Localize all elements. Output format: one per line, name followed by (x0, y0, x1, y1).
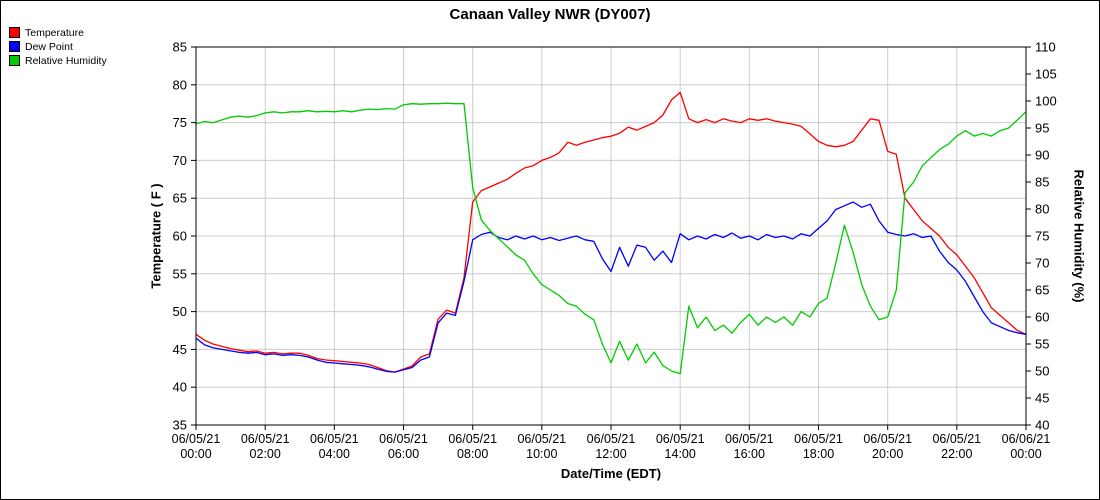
right-tick-label: 75 (1035, 229, 1049, 244)
x-tick-date: 06/05/21 (379, 432, 428, 446)
right-tick-label: 80 (1035, 202, 1049, 217)
x-tick-time: 00:00 (1010, 447, 1041, 461)
right-tick-label: 90 (1035, 148, 1049, 163)
x-tick-date: 06/05/21 (310, 432, 359, 446)
x-tick-date: 06/05/21 (863, 432, 912, 446)
right-tick-label: 95 (1035, 121, 1049, 136)
legend-label-relative-humidity: Relative Humidity (25, 54, 107, 67)
x-tick-time: 08:00 (457, 447, 488, 461)
right-tick-label: 70 (1035, 256, 1049, 271)
left-tick-label: 40 (173, 380, 187, 395)
x-tick-time: 04:00 (319, 447, 350, 461)
left-tick-label: 70 (173, 153, 187, 168)
relative-humidity-swatch-icon (9, 55, 20, 66)
legend: Temperature Dew Point Relative Humidity (9, 26, 107, 68)
x-tick-time: 22:00 (941, 447, 972, 461)
right-tick-label: 85 (1035, 175, 1049, 190)
legend-item-dew-point: Dew Point (9, 40, 107, 53)
x-tick-date: 06/05/21 (587, 432, 636, 446)
right-tick-label: 65 (1035, 283, 1049, 298)
left-tick-label: 55 (173, 266, 187, 281)
right-tick-label: 55 (1035, 337, 1049, 352)
series-line-temperature (195, 91, 1027, 373)
x-tick-date: 06/05/21 (448, 432, 497, 446)
right-tick-label: 50 (1035, 364, 1049, 379)
x-tick-date: 06/05/21 (241, 432, 290, 446)
x-tick-date: 06/05/21 (794, 432, 843, 446)
right-tick-label: 110 (1035, 40, 1056, 55)
x-tick-time: 14:00 (665, 447, 696, 461)
x-tick-time: 20:00 (872, 447, 903, 461)
legend-label-dew-point: Dew Point (25, 40, 73, 53)
left-tick-label: 50 (173, 304, 187, 319)
left-tick-label: 45 (173, 342, 187, 357)
left-tick-label: 85 (173, 40, 187, 55)
left-tick-label: 80 (173, 77, 187, 92)
legend-item-relative-humidity: Relative Humidity (9, 54, 107, 67)
x-tick-time: 10:00 (526, 447, 557, 461)
right-tick-label: 60 (1035, 310, 1049, 325)
x-tick-date: 06/05/21 (725, 432, 774, 446)
chart-title: Canaan Valley NWR (DY007) (449, 6, 651, 23)
right-tick-label: 100 (1035, 94, 1057, 109)
legend-label-temperature: Temperature (25, 26, 84, 39)
x-tick-date: 06/05/21 (932, 432, 981, 446)
series-line-relative-humidity (195, 102, 1027, 375)
temperature-swatch-icon (9, 27, 20, 38)
x-tick-time: 12:00 (595, 447, 626, 461)
left-tick-label: 65 (173, 191, 187, 206)
legend-item-temperature: Temperature (9, 26, 107, 39)
x-tick-time: 06:00 (388, 447, 419, 461)
dew-point-swatch-icon (9, 41, 20, 52)
series-line-dew-point (195, 201, 1027, 373)
x-tick-date: 06/05/21 (172, 432, 221, 446)
x-tick-time: 02:00 (250, 447, 281, 461)
x-tick-time: 16:00 (734, 447, 765, 461)
right-tick-label: 40 (1035, 418, 1049, 433)
x-tick-date: 06/06/21 (1002, 432, 1051, 446)
right-tick-label: 105 (1035, 67, 1057, 82)
right-tick-label: 45 (1035, 391, 1049, 406)
left-tick-label: 75 (173, 115, 187, 130)
left-tick-label: 35 (173, 418, 187, 433)
left-tick-label: 60 (173, 229, 187, 244)
x-tick-time: 18:00 (803, 447, 834, 461)
x-tick-time: 00:00 (180, 447, 211, 461)
x-tick-date: 06/05/21 (517, 432, 566, 446)
x-tick-date: 06/05/21 (656, 432, 705, 446)
x-axis-label: Date/Time (EDT) (560, 466, 662, 481)
